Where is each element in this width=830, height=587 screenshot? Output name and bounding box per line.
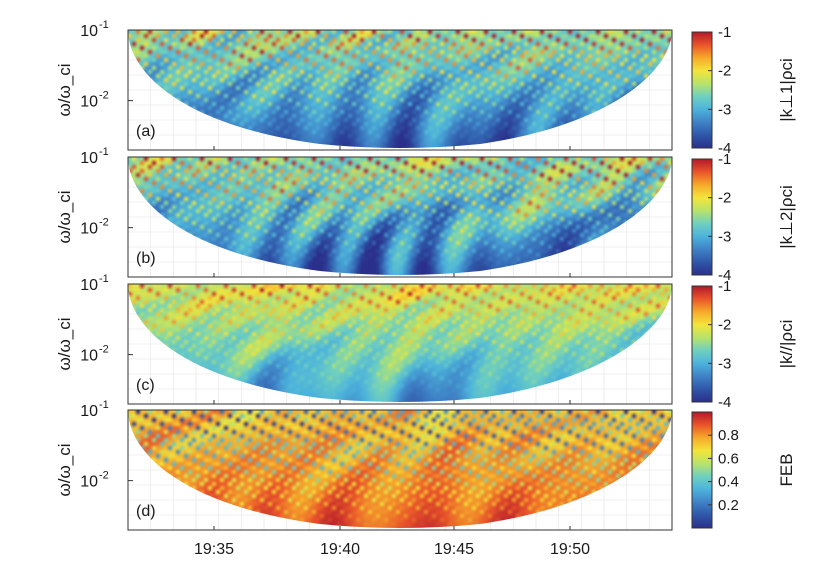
y-tick-label: 10 -1: [80, 19, 109, 40]
panel-label: (a): [136, 123, 156, 140]
colorbar-tick-label: -4: [718, 394, 731, 411]
colorbar-tick-label: -2: [718, 190, 731, 207]
colorbar-tick-label: -3: [718, 355, 731, 372]
panel-a: 10 -110 -2ω/ω_ci(a)-1-2-3-4|k⊥1|ρci: [55, 19, 796, 157]
colorbar-tick-label: -1: [718, 151, 731, 168]
svg-text:-2: -2: [99, 470, 109, 482]
svg-text:10: 10: [80, 277, 98, 294]
colorbar-tick-label: -3: [718, 228, 731, 245]
svg-text:-2: -2: [99, 90, 109, 102]
svg-text:10: 10: [80, 348, 98, 365]
colorbar-label: FEB: [777, 453, 796, 486]
colorbar-tick-label: -2: [718, 63, 731, 80]
colorbar-tick-label: -1: [718, 278, 731, 295]
colorbar: -1 -2 -3 -4 |k⊥2|ρci: [691, 151, 796, 284]
colorbar-tick-label: -4: [718, 267, 731, 284]
heatmap-image: [128, 284, 672, 402]
panel-label: (b): [136, 250, 156, 267]
panel-c: 10 -110 -2ω/ω_ci(c)-1-2-3-4|k//|ρci: [55, 273, 796, 411]
heatmap-image: [128, 157, 672, 275]
x-tick-label: 19:40: [320, 541, 360, 558]
colorbar: -1 -2 -3 -4 |k⊥1|ρci: [691, 24, 796, 157]
axes-box: [127, 283, 673, 405]
colorbar-tick-label: 0.4: [718, 474, 739, 491]
axes-box: [127, 156, 673, 278]
svg-text:10: 10: [80, 23, 98, 40]
y-tick-label: 10 -2: [80, 217, 109, 238]
y-tick-label: 10 -1: [80, 399, 109, 420]
svg-text:10: 10: [80, 403, 98, 420]
panel-b: 10 -110 -2ω/ω_ci(b)-1-2-3-4|k⊥2|ρci: [55, 146, 796, 284]
heatmap-image: [128, 410, 672, 528]
svg-text:10: 10: [80, 94, 98, 111]
axes-box: [127, 409, 673, 531]
x-tick-label: 19:35: [194, 541, 234, 558]
panel-label: (d): [136, 503, 156, 520]
y-tick-label: 10 -2: [80, 470, 109, 491]
svg-text:-1: -1: [99, 146, 109, 158]
colorbar-label: |k//|ρci: [777, 320, 796, 369]
colorbar-tick-label: -2: [718, 317, 731, 334]
svg-text:-1: -1: [99, 273, 109, 285]
svg-text:-1: -1: [99, 399, 109, 411]
colorbar-tick-label: 0.6: [718, 450, 739, 467]
colorbar-tick-label: 0.2: [718, 497, 739, 514]
svg-text:-2: -2: [99, 217, 109, 229]
y-tick-label: 10 -1: [80, 273, 109, 294]
svg-text:10: 10: [80, 474, 98, 491]
colorbar-tick-label: -1: [718, 24, 731, 41]
colorbar-tick-label: -4: [718, 140, 731, 157]
colorbar-tick-label: -3: [718, 101, 731, 118]
axes-box: [127, 29, 673, 151]
heatmap-image: [128, 30, 672, 148]
y-axis-label: ω/ω_ci: [55, 443, 74, 496]
y-tick-label: 10 -2: [80, 90, 109, 111]
svg-text:-1: -1: [99, 19, 109, 31]
y-tick-label: 10 -2: [80, 344, 109, 365]
colorbar: 0.8 0.6 0.4 0.2 FEB: [691, 411, 796, 529]
svg-text:-2: -2: [99, 344, 109, 356]
svg-text:10: 10: [80, 221, 98, 238]
svg-text:10: 10: [80, 150, 98, 167]
colorbar: -1 -2 -3 -4 |k//|ρci: [691, 278, 796, 411]
panel-label: (c): [136, 377, 155, 394]
x-tick-label: 19:45: [434, 541, 474, 558]
y-axis-label: ω/ω_ci: [55, 63, 74, 116]
panel-d: 10 -110 -2ω/ω_ci(d)19:35 19:40 19:45 19:500.8…: [55, 399, 796, 558]
x-tick-label: 19:50: [550, 541, 590, 558]
y-axis-label: ω/ω_ci: [55, 317, 74, 370]
colorbar-label: |k⊥1|ρci: [777, 58, 796, 122]
y-tick-label: 10 -1: [80, 146, 109, 167]
y-axis-label: ω/ω_ci: [55, 190, 74, 243]
colorbar-tick-label: 0.8: [718, 427, 739, 444]
colorbar-label: |k⊥2|ρci: [777, 185, 796, 249]
